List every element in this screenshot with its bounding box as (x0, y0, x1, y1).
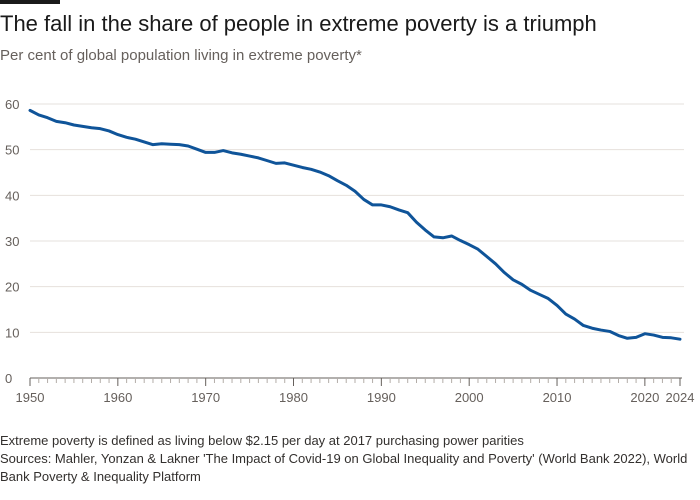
x-tick-label-1970: 1970 (191, 390, 220, 405)
sources-note: Sources: Mahler, Yonzan & Lakner 'The Im… (0, 451, 688, 484)
x-tick-label-1950: 1950 (16, 390, 45, 405)
x-tick-label-2000: 2000 (455, 390, 484, 405)
x-tick-label-2010: 2010 (543, 390, 572, 405)
x-tick-label-1980: 1980 (279, 390, 308, 405)
gridlines (30, 103, 684, 333)
y-tick-label-30: 30 (5, 234, 19, 249)
y-tick-label-10: 10 (5, 325, 19, 340)
top-accent-bar (0, 0, 60, 4)
x-tick-label-2020: 2020 (630, 390, 659, 405)
y-tick-label-60: 60 (5, 97, 19, 112)
series-layer (28, 108, 682, 341)
x-axis-tick-labels: 1950 1960 1970 1980 1990 2000 2010 2020 2024 (16, 390, 695, 405)
chart-title: The fall in the share of people in extre… (0, 11, 597, 36)
line-chart: 0 10 20 30 40 50 60 1950 1960 1970 1980 1990 2000 20… (5, 97, 695, 405)
chart-subtitle: Per cent of global population living in … (0, 47, 362, 64)
x-axis (29, 377, 682, 386)
x-tick-label-1960: 1960 (103, 390, 132, 405)
y-axis-tick-labels: 0 10 20 30 40 50 60 (5, 97, 19, 386)
footnote: Extreme poverty is defined as living bel… (0, 433, 524, 448)
y-tick-label-40: 40 (5, 188, 19, 203)
y-tick-label-50: 50 (5, 143, 19, 158)
y-tick-label-20: 20 (5, 280, 19, 295)
x-tick-label-2024: 2024 (666, 390, 695, 405)
series-line-0 (28, 108, 682, 341)
x-tick-label-1990: 1990 (367, 390, 396, 405)
y-tick-label-0: 0 (5, 371, 12, 386)
